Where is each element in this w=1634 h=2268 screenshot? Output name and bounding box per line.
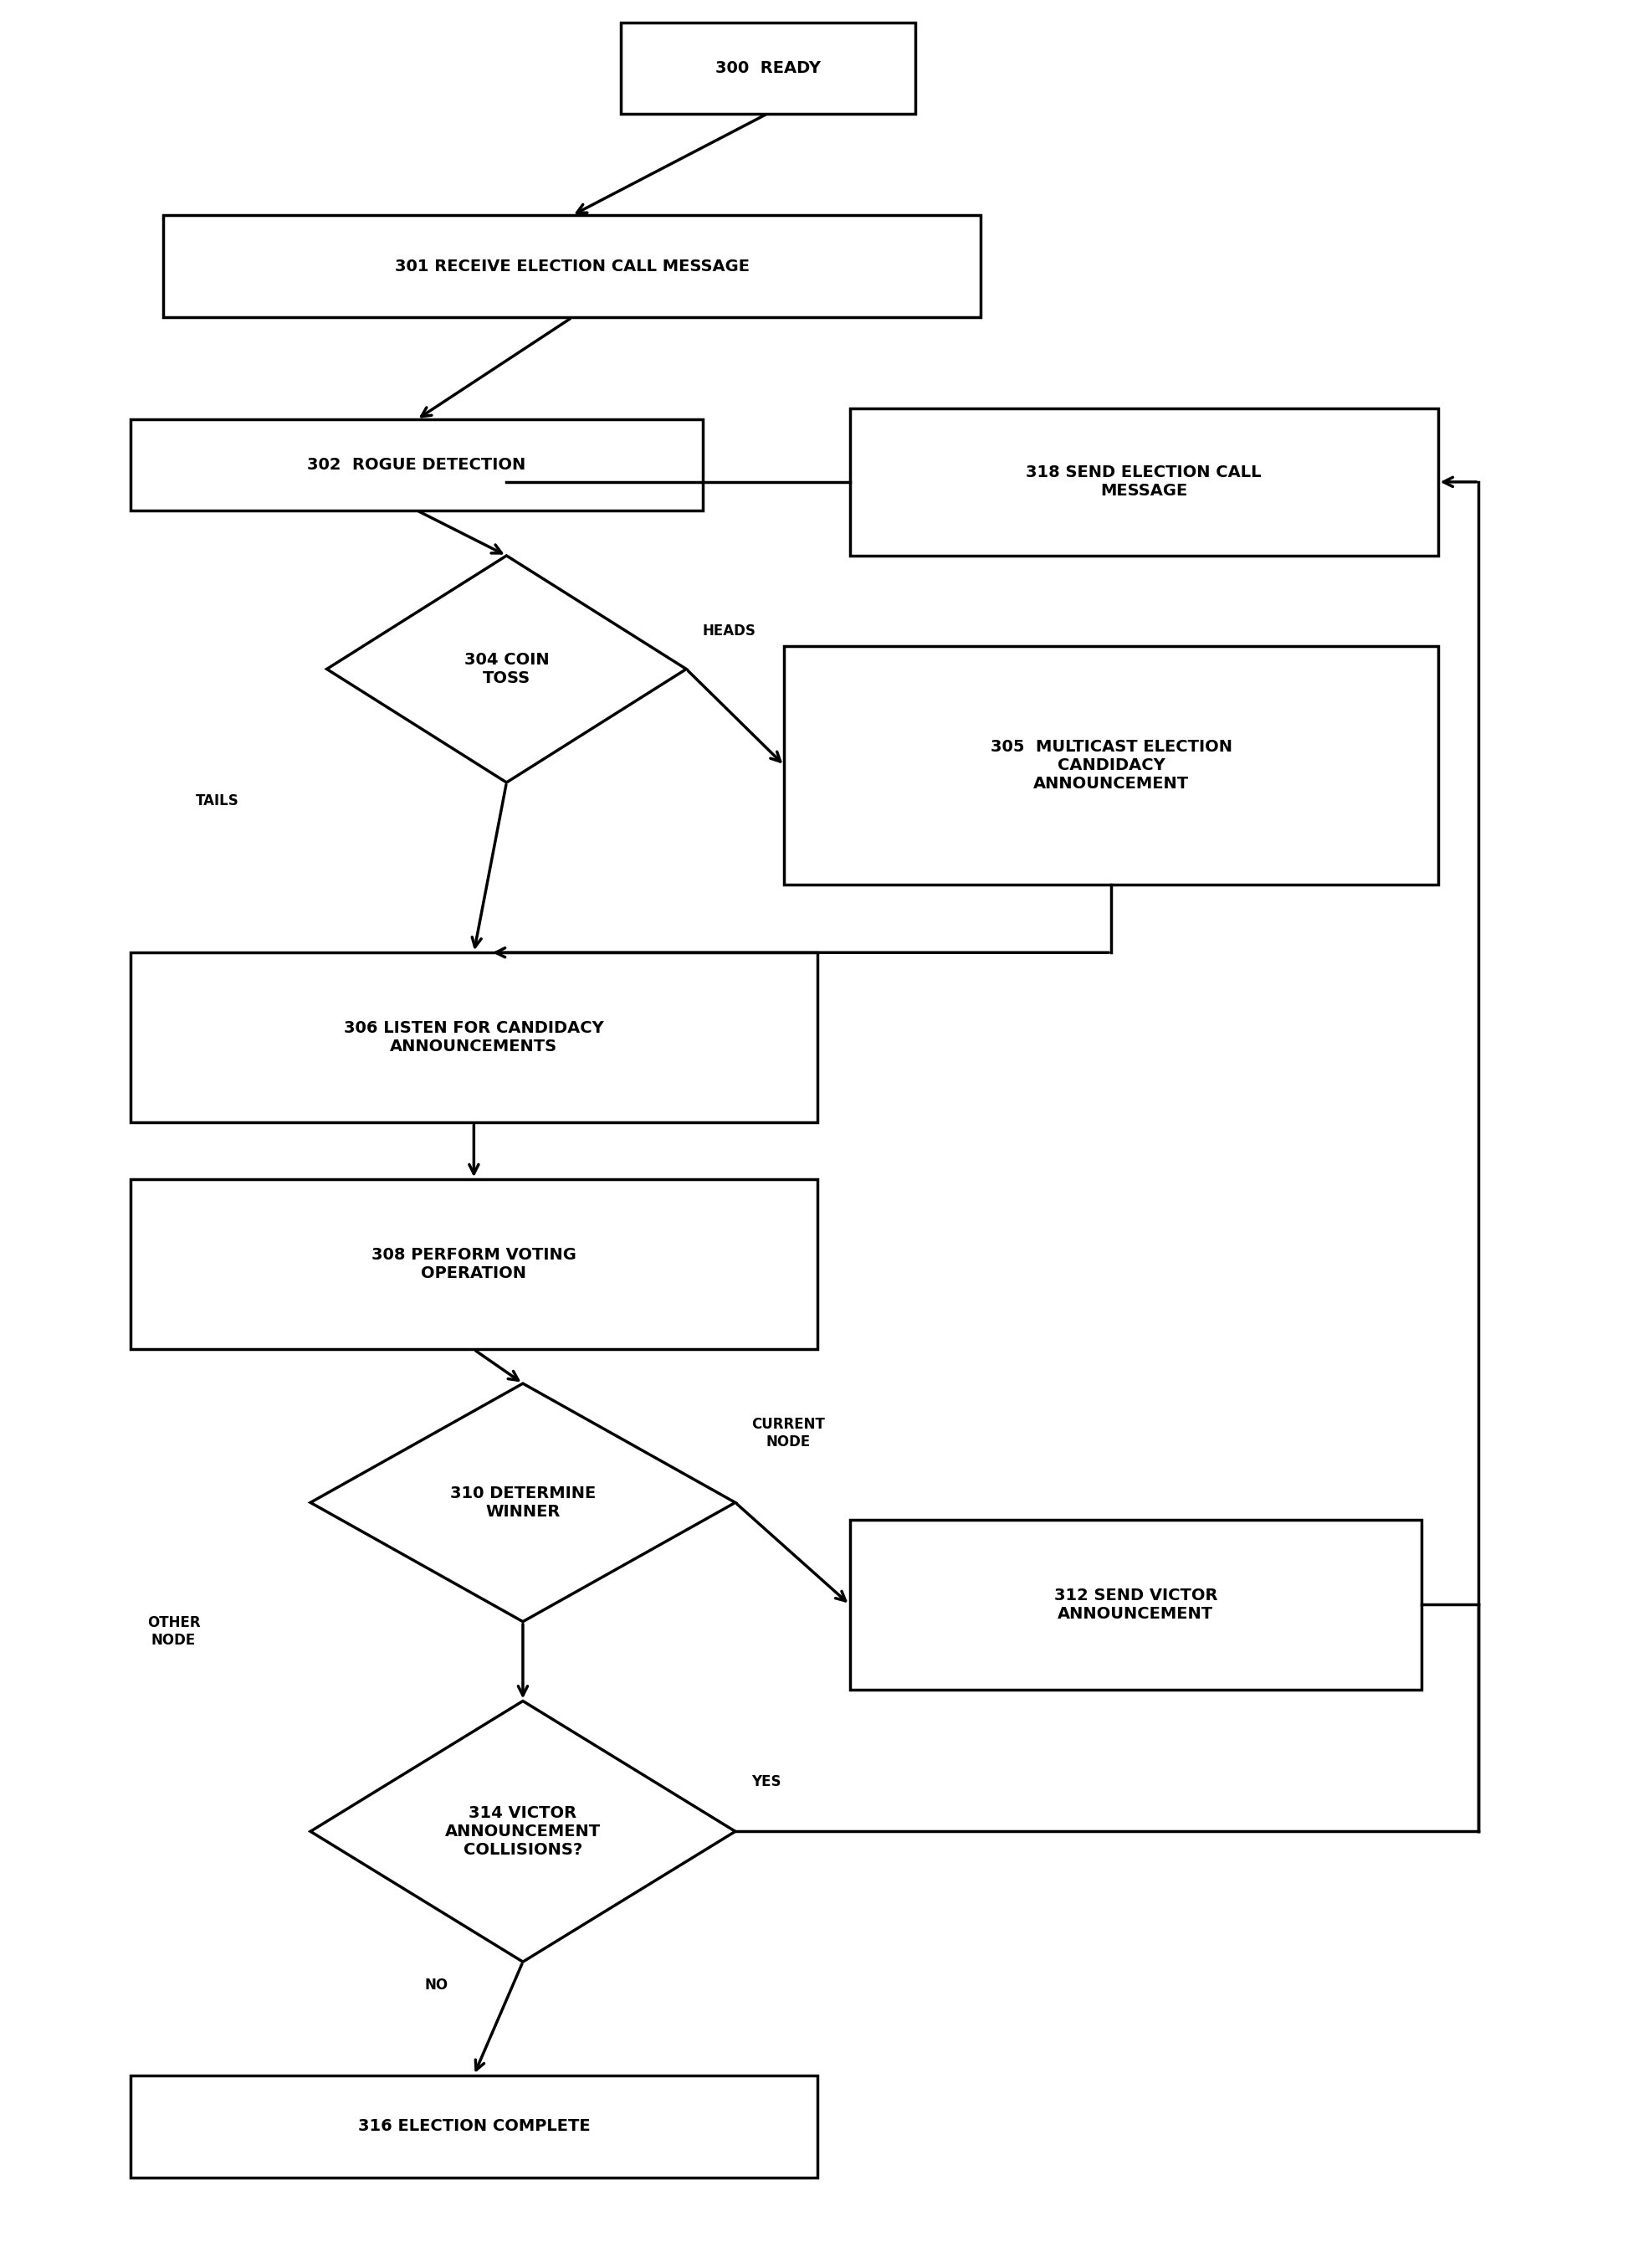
Text: 312 SEND VICTOR
ANNOUNCEMENT: 312 SEND VICTOR ANNOUNCEMENT <box>1054 1588 1217 1622</box>
Text: OTHER
NODE: OTHER NODE <box>147 1615 201 1647</box>
FancyBboxPatch shape <box>131 1179 817 1349</box>
Text: 306 LISTEN FOR CANDIDACY
ANNOUNCEMENTS: 306 LISTEN FOR CANDIDACY ANNOUNCEMENTS <box>343 1021 605 1055</box>
Text: HEADS: HEADS <box>703 624 757 637</box>
FancyBboxPatch shape <box>131 2075 817 2177</box>
Text: YES: YES <box>752 1774 781 1789</box>
Text: 308 PERFORM VOTING
OPERATION: 308 PERFORM VOTING OPERATION <box>371 1247 577 1281</box>
FancyBboxPatch shape <box>621 23 915 113</box>
Text: 305  MULTICAST ELECTION
CANDIDACY
ANNOUNCEMENT: 305 MULTICAST ELECTION CANDIDACY ANNOUNC… <box>990 739 1232 792</box>
Text: 314 VICTOR
ANNOUNCEMENT
COLLISIONS?: 314 VICTOR ANNOUNCEMENT COLLISIONS? <box>444 1805 601 1857</box>
Text: 318 SEND ELECTION CALL
MESSAGE: 318 SEND ELECTION CALL MESSAGE <box>1026 465 1261 499</box>
Text: 310 DETERMINE
WINNER: 310 DETERMINE WINNER <box>449 1486 596 1520</box>
FancyBboxPatch shape <box>784 646 1438 885</box>
Text: TAILS: TAILS <box>196 794 239 807</box>
Polygon shape <box>310 1383 735 1622</box>
FancyBboxPatch shape <box>131 953 817 1123</box>
FancyBboxPatch shape <box>850 408 1438 556</box>
Text: 316 ELECTION COMPLETE: 316 ELECTION COMPLETE <box>358 2118 590 2134</box>
Text: 304 COIN
TOSS: 304 COIN TOSS <box>464 651 549 687</box>
FancyBboxPatch shape <box>850 1520 1422 1690</box>
FancyBboxPatch shape <box>163 215 980 318</box>
Text: CURRENT
NODE: CURRENT NODE <box>752 1418 825 1449</box>
FancyBboxPatch shape <box>131 420 703 510</box>
Text: 301 RECEIVE ELECTION CALL MESSAGE: 301 RECEIVE ELECTION CALL MESSAGE <box>394 259 750 274</box>
Text: 300  READY: 300 READY <box>716 59 820 77</box>
Text: 302  ROGUE DETECTION: 302 ROGUE DETECTION <box>307 456 526 474</box>
Polygon shape <box>327 556 686 782</box>
Text: NO: NO <box>425 1978 448 1991</box>
Polygon shape <box>310 1701 735 1962</box>
